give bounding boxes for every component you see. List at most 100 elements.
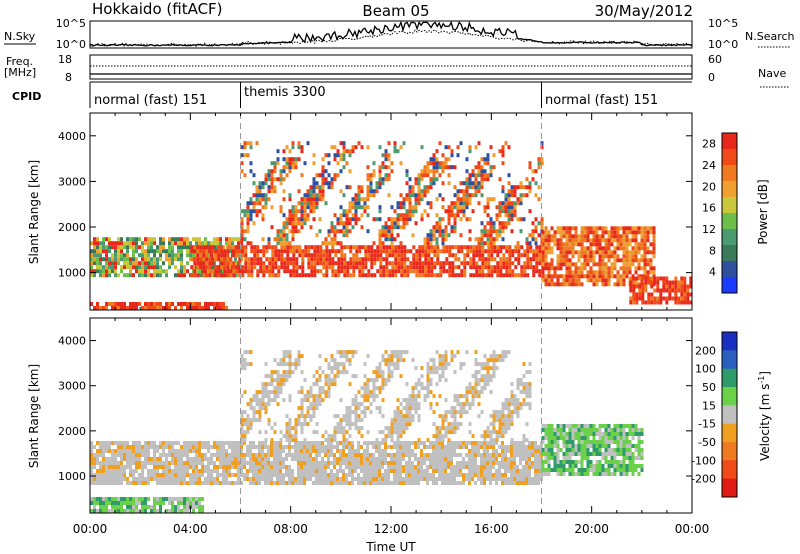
power-cell — [507, 193, 511, 198]
power-cell — [504, 209, 508, 214]
velocity-cell — [252, 477, 255, 481]
velocity-cell — [402, 481, 405, 485]
power-cell — [208, 261, 212, 266]
power-cell — [619, 238, 623, 243]
power-cell — [508, 257, 512, 262]
power-cell — [259, 265, 263, 270]
power-cell — [295, 261, 299, 266]
power-cell — [457, 249, 461, 254]
velocity-cell — [450, 426, 454, 431]
power-cell — [208, 245, 212, 250]
power-cell — [510, 185, 514, 190]
velocity-cell — [168, 465, 171, 469]
velocity-cell — [468, 477, 471, 481]
velocity-cell — [249, 441, 252, 445]
velocity-cell — [312, 465, 315, 469]
colorbar-segment — [722, 245, 737, 262]
power-heatmap — [90, 141, 693, 310]
velocity-cell — [234, 457, 237, 461]
power-cell — [223, 273, 227, 278]
velocity-cell — [180, 445, 183, 449]
power-cell — [607, 258, 611, 263]
power-cell — [258, 197, 262, 202]
velocity-cell — [396, 449, 399, 453]
power-cell — [405, 169, 409, 174]
power-cell — [162, 241, 165, 246]
power-cell — [659, 292, 663, 297]
power-cell — [274, 273, 278, 278]
power-cell — [129, 261, 132, 266]
power-cell — [405, 209, 409, 214]
power-cell — [565, 282, 569, 287]
power-cell — [668, 284, 672, 289]
velocity-cell — [372, 370, 376, 375]
power-cell — [256, 245, 260, 250]
velocity-cell — [414, 469, 417, 473]
power-cell — [375, 217, 379, 222]
power-cell — [541, 274, 545, 279]
velocity-cell — [480, 461, 483, 465]
power-cell — [313, 273, 317, 278]
velocity-cell — [297, 390, 301, 395]
velocity-cell — [459, 414, 463, 419]
power-cell — [297, 157, 301, 162]
velocity-cell — [183, 445, 186, 449]
velocity-cell — [462, 441, 465, 445]
power-cell — [613, 230, 617, 235]
velocity-cell — [246, 469, 249, 473]
power-cell — [364, 261, 368, 266]
power-cell — [369, 181, 373, 186]
velocity-cell — [384, 449, 387, 453]
power-cell — [656, 276, 660, 281]
power-cell — [547, 230, 551, 235]
velocity-cell — [477, 394, 481, 399]
velocity-cell — [255, 410, 259, 415]
velocity-cell — [264, 469, 267, 473]
power-cell — [454, 273, 458, 278]
velocity-cell — [276, 374, 280, 379]
power-cell — [397, 257, 401, 262]
power-cell — [303, 221, 307, 226]
velocity-cell — [417, 461, 420, 465]
velocity-cell — [270, 445, 273, 449]
velocity-cell — [531, 453, 534, 457]
power-cell — [102, 245, 105, 250]
power-cell — [327, 233, 331, 238]
velocity-cell — [312, 398, 316, 403]
power-cell — [285, 217, 289, 222]
power-cell — [384, 221, 388, 226]
power-cell — [307, 265, 311, 270]
velocity-cell — [168, 461, 171, 465]
power-cell — [273, 169, 277, 174]
power-cell — [538, 245, 542, 250]
power-cell — [659, 296, 663, 301]
power-cell — [168, 249, 171, 254]
power-cell — [562, 234, 566, 239]
velocity-cell — [291, 457, 294, 461]
velocity-cell — [279, 469, 282, 473]
power-cell — [499, 257, 503, 262]
power-cell — [384, 165, 388, 170]
velocity-cell — [426, 366, 430, 371]
power-cell — [400, 257, 404, 262]
power-cell — [268, 269, 272, 274]
velocity-cell — [372, 453, 375, 457]
power-cell — [222, 245, 225, 250]
velocity-cell — [429, 473, 432, 477]
power-cell — [683, 296, 687, 301]
velocity-cell — [417, 390, 421, 395]
power-cell — [644, 300, 648, 305]
power-cell — [301, 261, 305, 266]
velocity-cell — [384, 457, 387, 461]
power-cell — [193, 273, 197, 278]
power-cell — [447, 165, 451, 170]
power-cell — [568, 246, 572, 251]
power-cell — [547, 270, 551, 275]
velocity-cell — [438, 362, 442, 367]
power-cell — [445, 269, 449, 274]
velocity-cell — [315, 481, 318, 485]
power-cell — [135, 241, 138, 246]
power-cell — [208, 265, 212, 270]
power-cell — [141, 253, 144, 258]
velocity-cell — [309, 406, 313, 411]
